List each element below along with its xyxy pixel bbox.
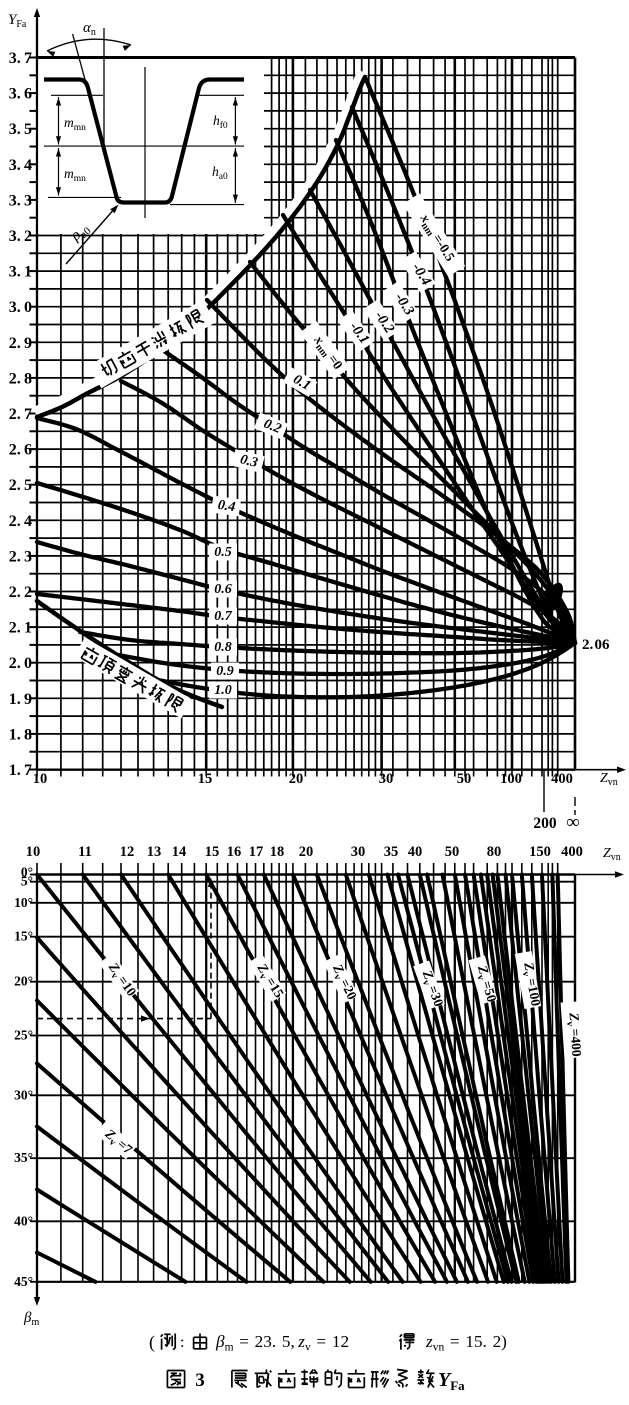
svg-text:1. 8: 1. 8 [9, 726, 32, 743]
svg-text:100: 100 [500, 771, 522, 787]
svg-text:15°: 15° [14, 929, 33, 944]
svg-text:10: 10 [33, 771, 48, 787]
svg-text:200: 200 [533, 815, 557, 832]
svg-text:5°: 5° [21, 874, 33, 889]
svg-text:0.7: 0.7 [214, 609, 233, 624]
svg-text:30: 30 [351, 844, 366, 860]
svg-text:16: 16 [227, 844, 242, 860]
svg-text:2. 8: 2. 8 [9, 370, 32, 387]
svg-text:0.4: 0.4 [217, 498, 236, 515]
svg-text:0.5: 0.5 [214, 545, 232, 560]
svg-text:2. 2: 2. 2 [9, 584, 32, 601]
svg-text:12: 12 [120, 844, 135, 860]
svg-text:15: 15 [205, 844, 220, 860]
svg-text:14: 14 [172, 844, 187, 860]
svg-text:11: 11 [78, 844, 92, 860]
svg-text:20: 20 [299, 844, 314, 860]
svg-text:45°: 45° [14, 1274, 33, 1289]
svg-text:2. 5: 2. 5 [9, 477, 32, 494]
svg-text:3. 4: 3. 4 [9, 157, 32, 174]
svg-text:40: 40 [408, 844, 423, 860]
svg-text:(: ( [149, 1332, 155, 1353]
svg-text:25°: 25° [14, 1028, 33, 1043]
svg-text:400: 400 [561, 844, 583, 860]
svg-text:0.8: 0.8 [214, 640, 232, 655]
svg-text:2. 6: 2. 6 [9, 442, 32, 459]
svg-text:βm = 23. 5, zv = 12: βm = 23. 5, zv = 12 [215, 1332, 349, 1354]
svg-text:2. 9: 2. 9 [9, 335, 32, 352]
svg-text:3. 3: 3. 3 [9, 192, 32, 209]
svg-text:1.0: 1.0 [214, 683, 232, 698]
svg-text:3. 1: 3. 1 [9, 264, 32, 281]
svg-text:3. 2: 3. 2 [9, 228, 32, 245]
svg-text:13: 13 [147, 844, 162, 860]
svg-text:2. 3: 2. 3 [9, 548, 32, 565]
svg-text:20: 20 [289, 771, 304, 787]
svg-text:2. 0: 2. 0 [9, 655, 32, 672]
svg-text:2. 7: 2. 7 [9, 406, 32, 423]
svg-text:3. 0: 3. 0 [9, 299, 32, 316]
svg-text:80: 80 [487, 844, 502, 860]
svg-text:35: 35 [384, 844, 399, 860]
svg-text:30°: 30° [14, 1087, 33, 1102]
svg-text:15: 15 [198, 771, 213, 787]
svg-text:1. 7: 1. 7 [9, 762, 32, 779]
svg-text:400: 400 [551, 771, 573, 787]
svg-text:3. 6: 3. 6 [9, 86, 32, 103]
svg-text:50: 50 [457, 771, 472, 787]
svg-text:3: 3 [195, 1370, 205, 1391]
svg-text:3. 5: 3. 5 [9, 121, 32, 138]
svg-text:20°: 20° [14, 974, 33, 989]
svg-text:2. 06: 2. 06 [582, 637, 610, 653]
svg-text:3. 7: 3. 7 [9, 50, 32, 67]
svg-text:2. 4: 2. 4 [9, 513, 32, 530]
svg-text:17: 17 [249, 844, 264, 860]
svg-text:1. 9: 1. 9 [9, 691, 32, 708]
svg-text:40°: 40° [14, 1213, 33, 1228]
svg-text:30: 30 [379, 771, 394, 787]
svg-text:10: 10 [26, 844, 41, 860]
svg-text:0.6: 0.6 [214, 582, 232, 597]
svg-text:35°: 35° [14, 1150, 33, 1165]
svg-text::: : [180, 1334, 184, 1351]
svg-text:10°: 10° [14, 895, 33, 910]
svg-text:18: 18 [270, 844, 285, 860]
svg-text:0.9: 0.9 [216, 664, 234, 679]
svg-text:50: 50 [445, 844, 460, 860]
svg-text:2. 1: 2. 1 [9, 620, 32, 637]
svg-text:∞: ∞ [566, 812, 580, 833]
svg-text:150: 150 [529, 844, 551, 860]
